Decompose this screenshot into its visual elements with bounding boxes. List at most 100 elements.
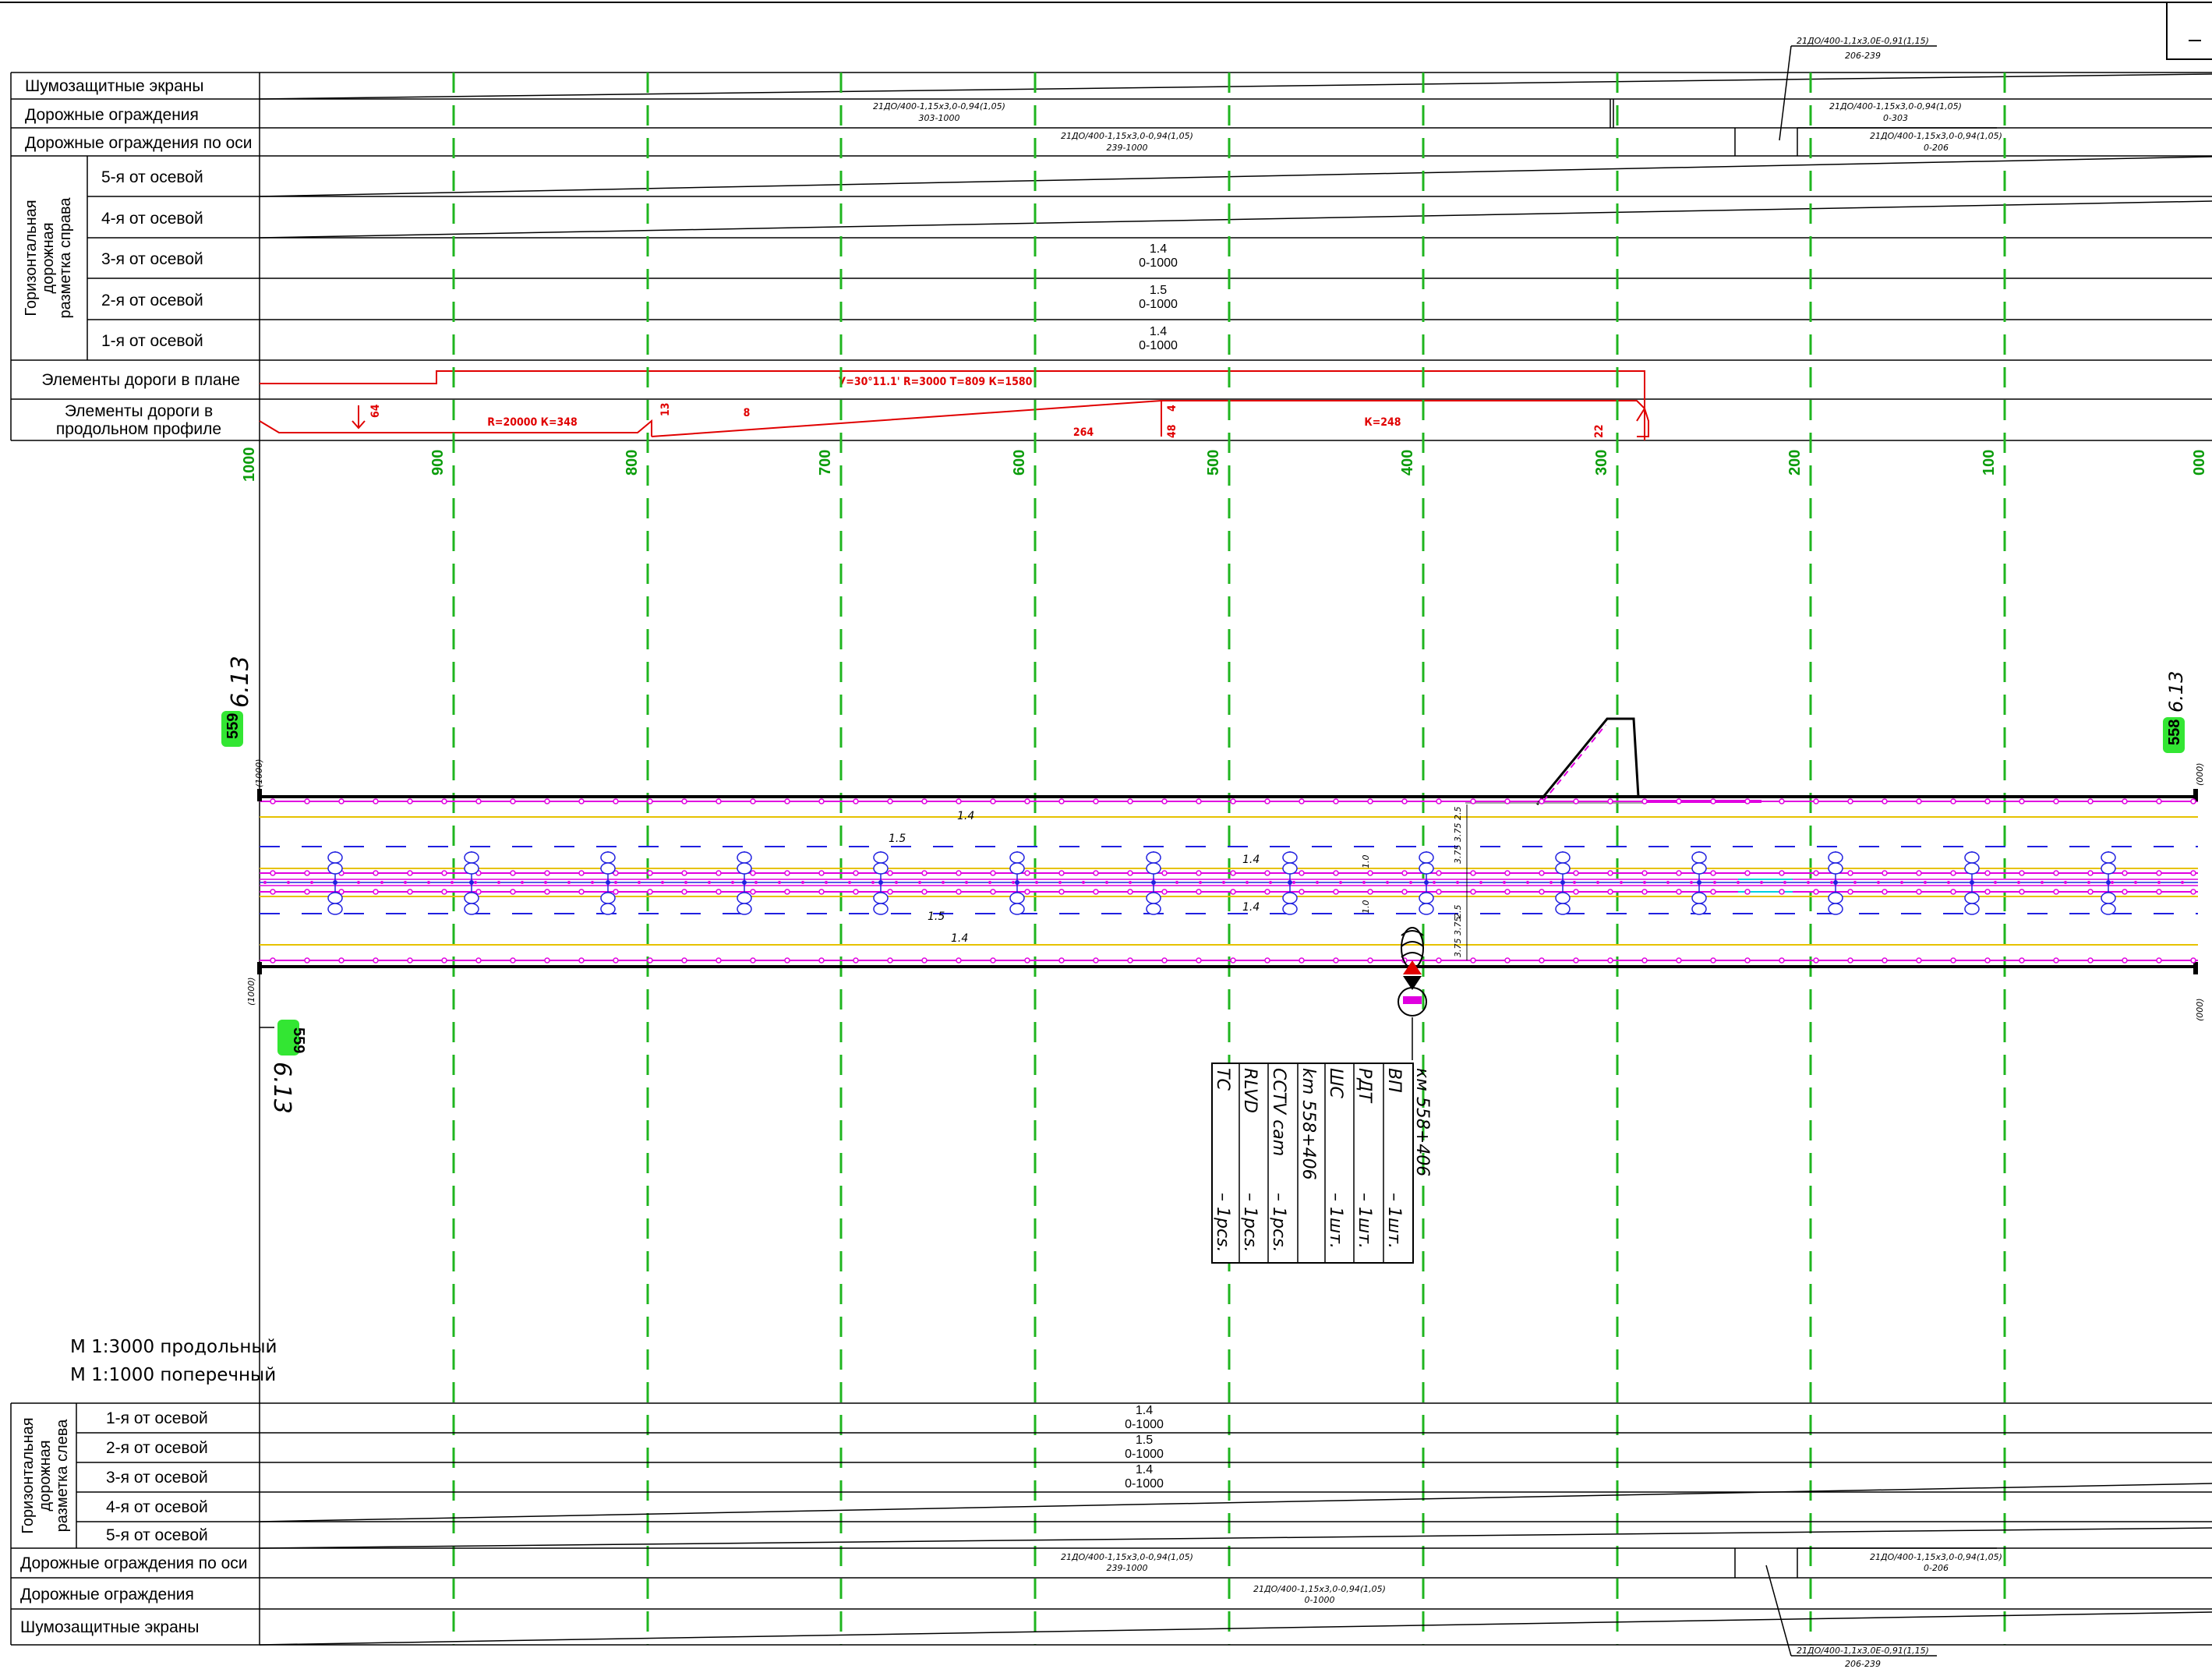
dim-mid-1: 1.0 [1361,855,1371,869]
group-label-left-2: дорожная [37,1440,54,1511]
marking-dot [647,870,653,876]
marking-dot [1333,889,1339,895]
center-dot [497,881,500,884]
road-carriageway [257,717,2198,974]
marking-dot [2053,957,2059,964]
center-dot [1362,881,1366,884]
equipment-vp: ВП [1384,1068,1404,1093]
marking-dot [1504,870,1511,876]
marking-dot [1058,798,1065,804]
bottom-table-annotations: 1.4 0-1000 1.5 0-1000 1.4 0-1000 21ДО/40… [1061,1404,2002,1669]
marking-dot [441,798,447,804]
marking-dot [921,889,928,895]
lighting-post-icon [1555,851,1571,915]
marking-dot [2190,889,2196,895]
dim-dn-1: 2.5 [1453,905,1463,919]
equipment-rlvd-qty: – 1pcs. [1240,1193,1260,1253]
marking-dot [1264,870,1270,876]
marking-dot [1950,957,1956,964]
station-label: 800 [624,450,641,476]
marking-dot [750,870,756,876]
marking-dot [304,889,310,895]
marking-dot [1607,957,1613,964]
scale-transverse: М 1:1000 поперечный [70,1365,276,1385]
marking-dot [1813,798,1819,804]
marking-dot [304,870,310,876]
marking-dot [1641,889,1648,895]
bottom-table [10,1402,2212,1657]
marking-dot [1058,870,1065,876]
marking-dot [1504,957,1511,964]
row-label-marking-2: 2-я от осевой [101,292,203,309]
marking-dot [2156,870,2162,876]
marking-dot [407,870,413,876]
marking-dot [1367,957,1373,964]
lighting-post-icon [737,851,752,915]
marking-dot [1470,798,1476,804]
center-dot [1433,881,1436,884]
marking-dot [1333,798,1339,804]
center-dot [1058,881,1062,884]
marking-dot [1367,889,1373,895]
marking-dot [338,889,345,895]
marking-dot [1230,889,1236,895]
bottom-axis-left-range: 239-1000 [1107,1563,1148,1573]
row-label-profile-2: продольном профиле [56,420,221,438]
center-dot [1737,881,1740,884]
marking-dot [1299,870,1305,876]
center-dot [1526,881,1529,884]
marking-dot [407,798,413,804]
marking-dot [1779,889,1785,895]
marking-dot [1024,889,1030,895]
center-dot [1246,881,1249,884]
bottom-axis-left-spec: 21ДО/400-1,15х3,0-0,94(1,05) [1061,1552,1193,1562]
center-dot [825,881,828,884]
marking-dot [853,870,859,876]
bottom-axis-right-spec: 21ДО/400-1,15х3,0-0,94(1,05) [1870,1552,2002,1562]
marking-dot [1264,957,1270,964]
center-dot [1549,881,1553,884]
marking-dot [338,798,345,804]
center-dot [474,881,477,884]
profile-curve-2: К=248 [1364,416,1401,429]
marking-dot [2190,957,2196,964]
row-label-axis-barriers: Дорожные ограждения по оси [25,134,253,152]
center-dot [1409,881,1412,884]
group-label-right-3: разметка справа [57,197,74,319]
marking-dot [681,798,687,804]
marking-dot [1161,889,1168,895]
marking-dot [1264,889,1270,895]
center-dot [1129,881,1132,884]
edge-right-top: (000) [2195,762,2205,786]
marking-dot [921,870,928,876]
marking-dot [956,957,962,964]
center-dot [638,881,641,884]
marking-dot [1058,957,1065,964]
center-dot [2181,881,2184,884]
center-dot [871,881,875,884]
marking-dot [1401,870,1408,876]
km-marker-right-top: 558 6.13 (000) (000) [2163,671,2205,1021]
marking-dot [1436,798,1442,804]
marking-dot [544,870,550,876]
marking-dot [1127,870,1133,876]
marking-dot [784,798,790,804]
marking-dot [510,957,516,964]
km-marker-left-top-label: 559 [224,713,242,739]
center-dot [1760,881,1763,884]
station-grid [452,72,2006,1645]
bottom-label-marking-2: 2-я от осевой [106,1439,208,1457]
marking-dot [887,889,893,895]
top-table-labels: Шумозащитные экраны Дорожные ограждения … [23,77,253,438]
center-dot [427,881,430,884]
marking-dot [647,889,653,895]
marking-dot [475,798,482,804]
center-dot [2111,881,2114,884]
profile-elements [259,400,1649,437]
center-dot [357,881,360,884]
row-label-plan: Элементы дороги в плане [41,371,240,389]
center-dot [1783,881,1786,884]
marking-dot [1539,957,1545,964]
lighting-post-icon [327,851,343,915]
marking-dot [1813,870,1819,876]
